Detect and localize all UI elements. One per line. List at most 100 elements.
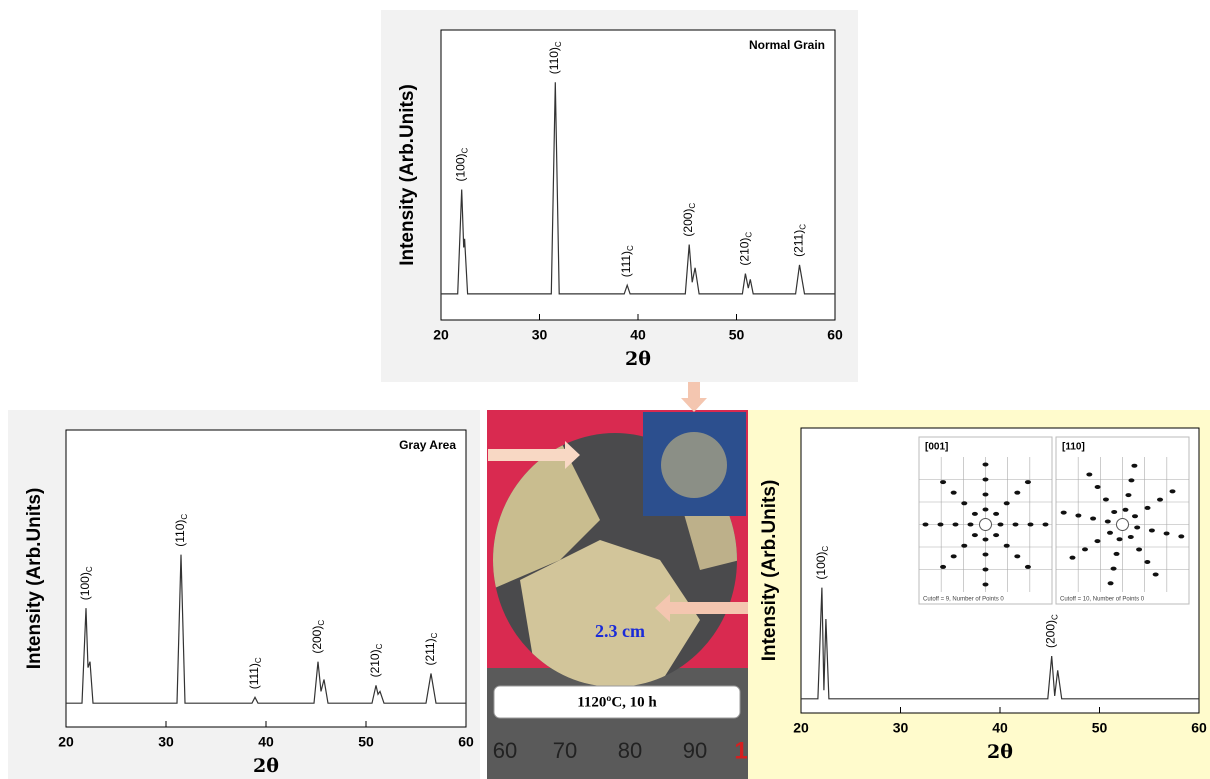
x-tick-label: 20 (58, 734, 74, 750)
diffraction-spot (1069, 556, 1075, 560)
diffraction-spot (983, 508, 989, 512)
diffraction-spot (938, 523, 944, 527)
diffraction-spot (953, 523, 959, 527)
chart: 20 30 40 50 60 2θ Intensity (Arb.Units) Normal … (381, 10, 858, 382)
diffraction-spot (1061, 511, 1067, 515)
ruler-number: 60 (493, 738, 517, 763)
peak-index: (210) (738, 238, 752, 266)
inset-caption: Cutoff = 10, Number of Points 0 (1060, 597, 1145, 603)
x-tick-label: 40 (258, 734, 274, 750)
x-tick-label: 40 (630, 327, 646, 343)
diffraction-spot (940, 480, 946, 484)
diffraction-spot (951, 491, 957, 495)
peak-subscript: C (821, 546, 830, 552)
diffraction-spot (998, 523, 1004, 527)
sample-photo: 2.3 cm 1120ºC, 10 h 60 70 80 90 1 (487, 382, 748, 779)
diffraction-spot (1132, 514, 1138, 518)
scale-label: 2.3 cm (595, 621, 645, 641)
peak-subscript: C (799, 224, 808, 230)
diffraction-spot (983, 553, 989, 557)
inset-caption: Cutoff = 9, Number of Points 0 (923, 597, 1004, 603)
diffraction-spot (1108, 581, 1114, 585)
inset-center (1117, 519, 1129, 531)
diffraction-spot (1114, 552, 1120, 556)
peak-index: (100) (454, 153, 468, 181)
peak-subscript: C (180, 514, 189, 520)
peak-subscript: C (375, 643, 384, 649)
diffraction-spot (1131, 464, 1137, 468)
diffraction-spot (1025, 480, 1031, 484)
peak-subscript: C (85, 566, 94, 572)
peak-subscript: C (688, 203, 697, 209)
x-axis-label: 2θ (625, 348, 651, 370)
chart: 20304050602θIntensity (Arb.Units)Gray Ar… (8, 410, 480, 779)
x-tick-label: 50 (358, 734, 374, 750)
x-tick-label: 50 (729, 327, 745, 343)
diffraction-spot (961, 544, 967, 548)
diffraction-spot (1144, 560, 1150, 564)
peak-subscript: C (1051, 614, 1060, 620)
diffraction-spot (972, 533, 978, 537)
peak-subscript: C (461, 147, 470, 153)
x-tick-label: 60 (1191, 720, 1207, 736)
diffraction-spot (1105, 520, 1111, 524)
diffraction-spot (1128, 478, 1134, 482)
x-tick-label: 60 (458, 734, 474, 750)
x-tick-label: 20 (793, 720, 809, 736)
peak-subscript: C (626, 245, 635, 251)
diffraction-spot (951, 554, 957, 558)
ruler-number: 70 (553, 738, 577, 763)
diffraction-spot (961, 501, 967, 505)
x-tick-label: 60 (827, 327, 843, 343)
arrow (681, 382, 707, 412)
diffraction-spot (1095, 485, 1101, 489)
diffraction-spot (1170, 489, 1176, 493)
diffraction-spot (1136, 548, 1142, 552)
diffraction-spot (983, 463, 989, 467)
diffraction-spot (1111, 567, 1117, 571)
diffraction-spot (983, 583, 989, 587)
x-axis-label: 2θ (987, 741, 1013, 763)
peak-index: (110) (547, 47, 561, 74)
plot-area (441, 30, 835, 320)
diffraction-spot (1013, 523, 1019, 527)
diffraction-spot (993, 533, 999, 537)
diffraction-spot (983, 493, 989, 497)
diffraction-spot (1043, 523, 1049, 527)
peak-index: (200) (310, 626, 324, 654)
peak-index: (111) (247, 663, 261, 689)
y-axis-label: Intensity (Arb.Units) (397, 84, 418, 266)
diffraction-spot (993, 512, 999, 516)
diffraction-spot (1125, 493, 1131, 497)
diffraction-spot (1094, 539, 1100, 543)
x-tick-label: 30 (532, 327, 548, 343)
diffraction-spot (1122, 508, 1128, 512)
peak-subscript: C (430, 632, 439, 638)
inset-label: [001] (925, 442, 948, 453)
diffraction-spot (1004, 501, 1010, 505)
peak-index: (211) (792, 230, 806, 257)
x-tick-label: 20 (433, 327, 449, 343)
diffraction-spot (983, 568, 989, 572)
x-tick-label: 30 (158, 734, 174, 750)
diffraction-spot (1145, 506, 1151, 510)
condition-label: 1120ºC, 10 h (577, 694, 657, 710)
plot-area (66, 430, 466, 727)
ruler-number: 90 (683, 738, 707, 763)
diffraction-spot (1178, 534, 1184, 538)
peak-index: (211) (423, 638, 437, 665)
peak-subscript: C (744, 232, 753, 238)
inset-label: [110] (1062, 442, 1085, 453)
peak-index: (100) (814, 552, 828, 580)
diffraction-spot (940, 565, 946, 569)
diffraction-spot (1004, 544, 1010, 548)
peak-subscript: C (254, 657, 263, 663)
diffraction-spot (983, 478, 989, 482)
chart-title: Normal Grain (749, 38, 825, 52)
x-tick-label: 40 (992, 720, 1008, 736)
inset-disc (661, 432, 727, 498)
x-tick-label: 30 (893, 720, 909, 736)
diffraction-spot (1028, 523, 1034, 527)
diffraction-spot (1164, 531, 1170, 535)
peak-index: (200) (1044, 620, 1058, 648)
